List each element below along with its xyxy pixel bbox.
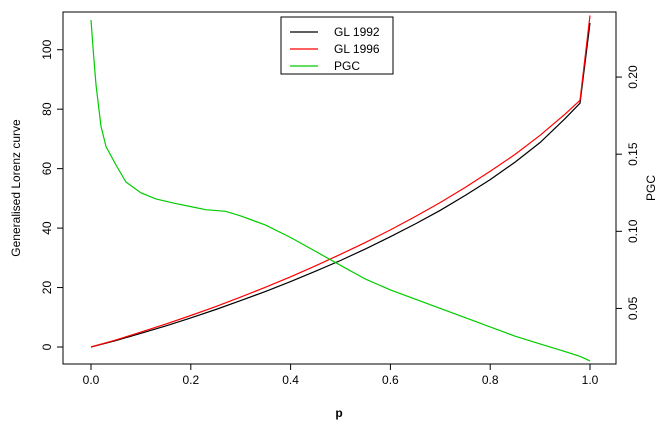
legend-label-pgc: PGC <box>334 59 360 73</box>
y-axis-left: 0 20 40 60 80 100 <box>40 39 64 350</box>
x-tick-label: 0.6 <box>382 373 399 387</box>
y-axis-right-title: PGC <box>644 175 658 201</box>
x-tick-label: 0.2 <box>182 373 199 387</box>
y-axis-right: 0.05 0.10 0.15 0.20 <box>615 65 640 320</box>
y-left-tick-label: 100 <box>40 39 54 59</box>
legend-label-gl-1996: GL 1996 <box>334 42 380 56</box>
y-right-tick-label: 0.10 <box>626 219 640 243</box>
legend-box <box>280 16 394 75</box>
y-right-tick-label: 0.15 <box>626 142 640 166</box>
series-line-pgc <box>90 19 591 362</box>
x-axis: 0.0 0.2 0.4 0.6 0.8 1.0 <box>83 363 599 387</box>
series-line-gl-1996 <box>90 15 591 348</box>
y-left-tick-label: 20 <box>40 281 54 295</box>
y-left-tick-label: 40 <box>40 221 54 235</box>
legend: GL 1992 GL 1996 PGC <box>280 16 394 75</box>
y-right-tick-label: 0.05 <box>626 296 640 320</box>
x-tick-label: 0.8 <box>482 373 499 387</box>
series-line-gl-1992 <box>90 22 591 348</box>
x-tick-label: 1.0 <box>582 373 599 387</box>
y-right-tick-label: 0.20 <box>626 65 640 89</box>
x-axis-title: p <box>335 406 342 420</box>
y-axis-left-title: Generalised Lorenz curve <box>9 119 23 257</box>
legend-label-gl-1992: GL 1992 <box>334 25 380 39</box>
y-left-tick-label: 80 <box>40 102 54 116</box>
y-left-tick-label: 60 <box>40 162 54 176</box>
x-tick-label: 0.0 <box>83 373 100 387</box>
y-left-tick-label: 0 <box>40 343 54 350</box>
series-group <box>90 15 591 362</box>
x-tick-label: 0.4 <box>282 373 299 387</box>
